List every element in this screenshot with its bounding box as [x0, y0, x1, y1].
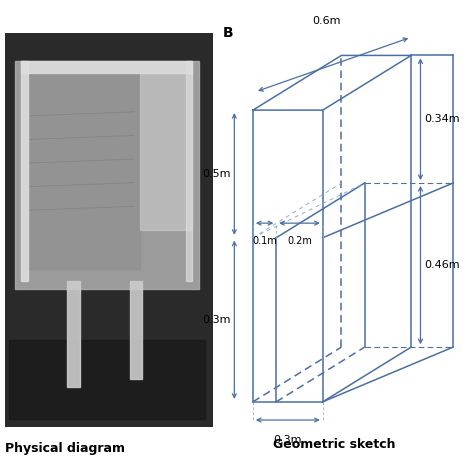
Text: 0.6m: 0.6m — [312, 16, 340, 26]
Bar — [21, 61, 192, 73]
Text: 0.34m: 0.34m — [424, 114, 460, 124]
Bar — [140, 73, 192, 230]
Text: 0.2m: 0.2m — [287, 236, 312, 246]
Text: Physical diagram: Physical diagram — [5, 442, 125, 456]
Bar — [26, 73, 140, 269]
Bar — [21, 61, 27, 281]
Text: 0.5m: 0.5m — [202, 169, 231, 179]
Bar — [67, 281, 80, 387]
Text: 0.3m: 0.3m — [202, 315, 231, 325]
Bar — [130, 281, 142, 379]
Text: 0.46m: 0.46m — [424, 260, 460, 270]
Bar — [15, 61, 199, 289]
Bar — [26, 73, 140, 269]
Text: 0.3m: 0.3m — [273, 435, 302, 445]
Text: B: B — [223, 26, 233, 40]
Text: 0.1m: 0.1m — [252, 236, 277, 246]
Text: Geometric sketch: Geometric sketch — [273, 438, 396, 451]
Bar — [9, 340, 205, 419]
Bar — [186, 61, 192, 281]
